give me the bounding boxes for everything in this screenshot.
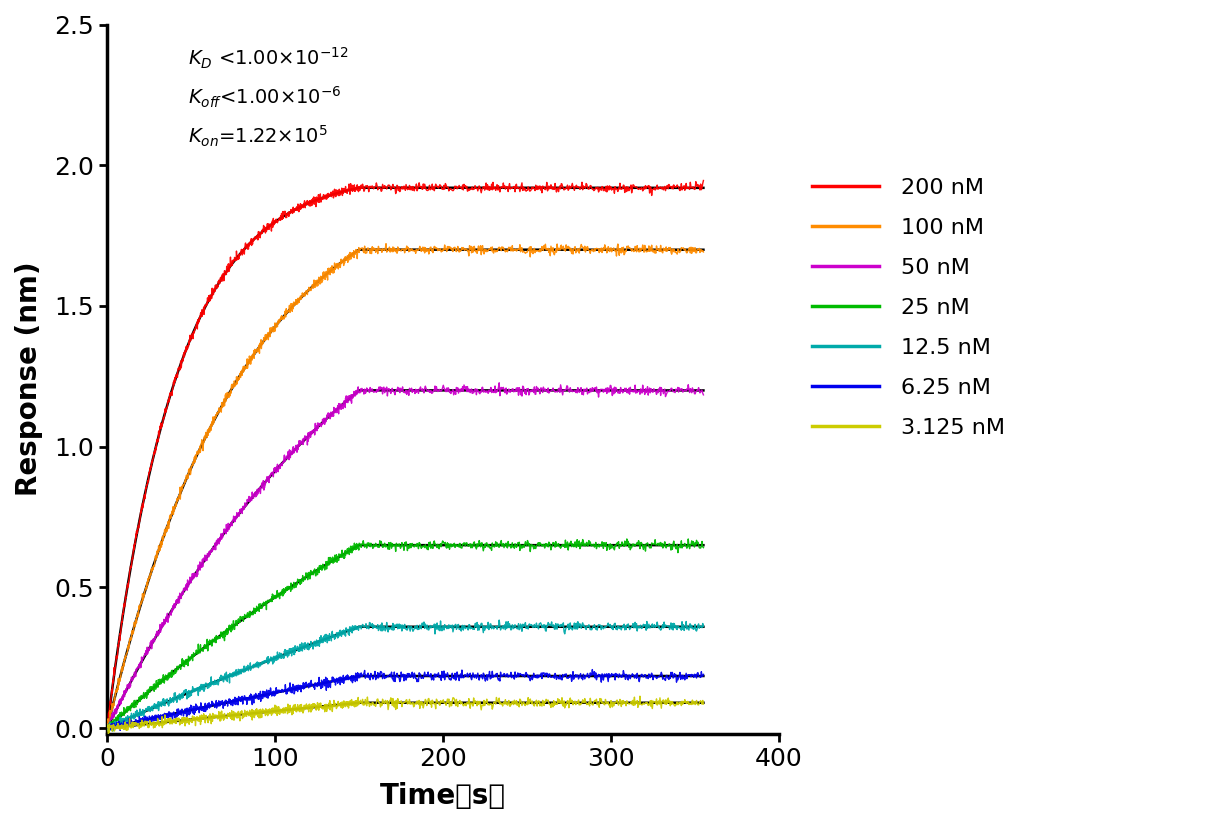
- Legend: 200 nM, 100 nM, 50 nM, 25 nM, 12.5 nM, 6.25 nM, 3.125 nM: 200 nM, 100 nM, 50 nM, 25 nM, 12.5 nM, 6…: [803, 169, 1014, 447]
- Y-axis label: Response (nm): Response (nm): [15, 262, 43, 497]
- Text: $K_D$ <1.00×10$^{-12}$
$K_{off}$<1.00×10$^{-6}$
$K_{on}$=1.22×10$^{5}$: $K_D$ <1.00×10$^{-12}$ $K_{off}$<1.00×10…: [187, 45, 349, 149]
- X-axis label: Time（s）: Time（s）: [381, 782, 506, 810]
